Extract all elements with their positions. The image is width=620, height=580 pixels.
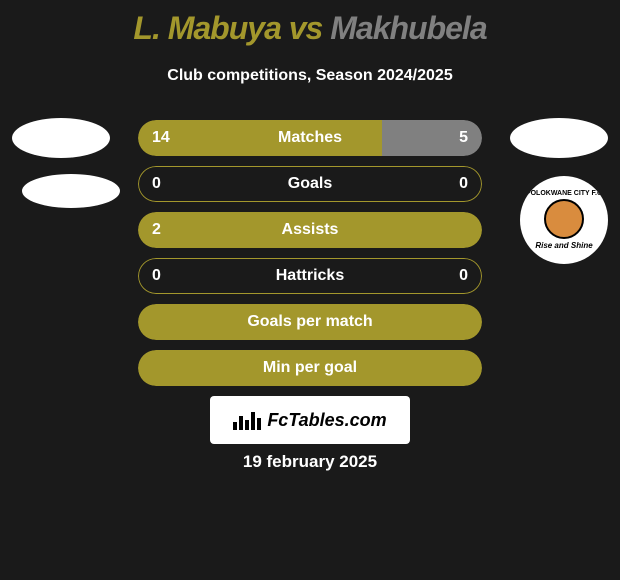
fctables-badge: FcTables.com [210,396,410,444]
club-motto-text: Rise and Shine [535,241,592,250]
stat-row: 14Matches5 [138,120,482,156]
fctables-text: FcTables.com [267,410,386,431]
player2-name: Makhubela [330,10,486,46]
stat-value-right: 5 [459,120,468,156]
stat-label: Goals per match [138,304,482,340]
team-logo-left-1 [12,118,110,158]
stat-row: Min per goal [138,350,482,386]
stat-label: Hattricks [138,258,482,294]
player1-name: L. Mabuya [133,10,280,46]
team-logo-left-2 [22,174,120,208]
stat-row: 2Assists [138,212,482,248]
club-name-text: POLOKWANE CITY F.C [526,190,602,197]
date-text: 19 february 2025 [0,452,620,472]
stat-label: Matches [138,120,482,156]
vs-text: vs [289,10,323,46]
stat-label: Assists [138,212,482,248]
stat-row: Goals per match [138,304,482,340]
stat-value-right: 0 [459,258,468,294]
stat-label: Goals [138,166,482,202]
subtitle: Club competitions, Season 2024/2025 [0,67,620,85]
comparison-title: L. Mabuya vs Makhubela [0,0,620,47]
team-logo-right-1 [510,118,608,158]
stat-row: 0Goals0 [138,166,482,202]
stat-label: Min per goal [138,350,482,386]
bar-chart-icon [233,410,261,430]
stat-value-right: 0 [459,166,468,202]
club-emblem-icon [544,199,584,239]
team-logo-right-2: POLOKWANE CITY F.C Rise and Shine [520,176,608,264]
stat-row: 0Hattricks0 [138,258,482,294]
stats-container: 14Matches50Goals02Assists0Hattricks0Goal… [138,120,482,396]
